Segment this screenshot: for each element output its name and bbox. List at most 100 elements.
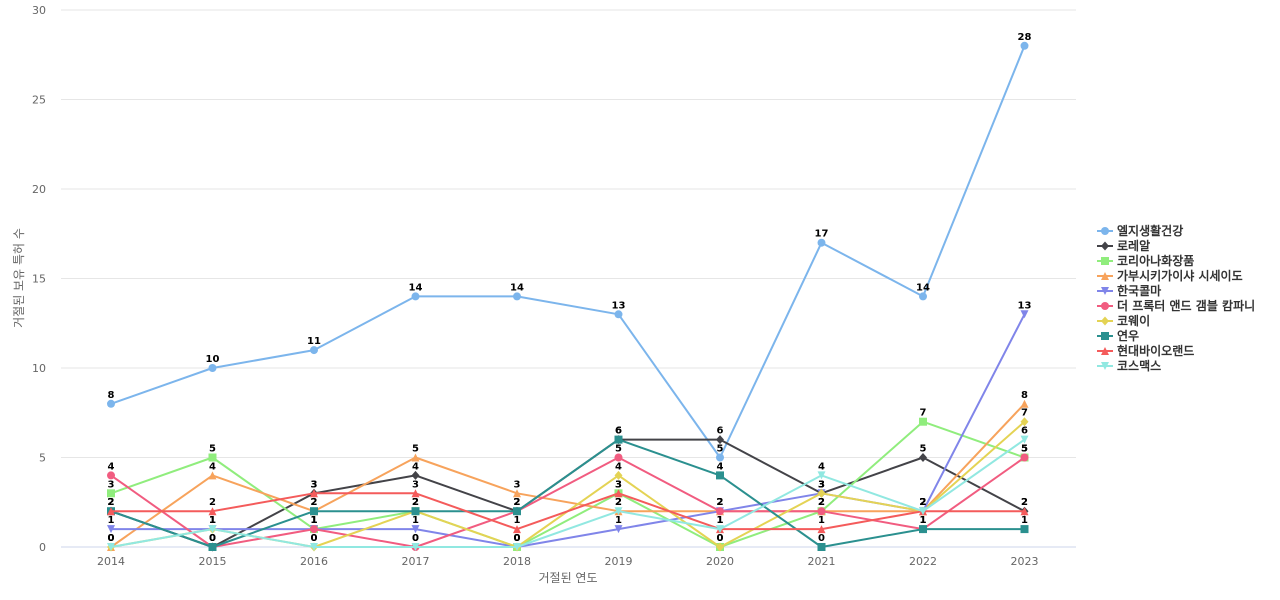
series-line[interactable] xyxy=(110,492,1026,531)
data-point[interactable] xyxy=(614,310,623,319)
data-point[interactable] xyxy=(817,471,826,480)
series-line[interactable] xyxy=(110,438,1026,548)
data-point[interactable] xyxy=(716,525,724,534)
data-point[interactable] xyxy=(614,489,623,498)
data-label: 3 xyxy=(412,479,419,490)
data-point[interactable] xyxy=(107,543,115,551)
series-line[interactable] xyxy=(110,438,1026,548)
data-point[interactable] xyxy=(107,399,115,408)
data-point[interactable] xyxy=(716,435,724,445)
data-point[interactable] xyxy=(208,543,217,551)
data-label: 0 xyxy=(108,533,115,544)
data-label: 0 xyxy=(717,533,724,544)
data-point[interactable] xyxy=(716,471,724,480)
legend-item[interactable]: 코스맥스 xyxy=(1097,358,1161,373)
data-point[interactable] xyxy=(1020,41,1029,50)
data-label: 3 xyxy=(818,479,825,490)
data-point[interactable] xyxy=(817,525,826,534)
data-label: 2 xyxy=(514,497,521,508)
legend-item[interactable]: 현대바이오랜드 xyxy=(1097,343,1194,358)
data-point[interactable] xyxy=(716,453,724,462)
data-point[interactable] xyxy=(817,507,826,516)
data-point[interactable] xyxy=(919,525,927,534)
data-label: 2 xyxy=(615,497,622,508)
data-point[interactable] xyxy=(919,507,927,516)
data-point[interactable] xyxy=(208,507,217,516)
data-point[interactable] xyxy=(411,507,420,516)
legend-item[interactable]: 코리아나화장품 xyxy=(1097,253,1194,268)
legend-marker xyxy=(1101,362,1109,370)
data-point[interactable] xyxy=(919,453,927,462)
data-point[interactable] xyxy=(513,543,521,551)
series-1[interactable] xyxy=(107,41,1029,462)
data-point[interactable] xyxy=(1020,399,1029,408)
data-point[interactable] xyxy=(1020,525,1029,534)
series-line[interactable] xyxy=(110,44,1026,459)
y-tick-label: 15 xyxy=(32,273,46,286)
data-point[interactable] xyxy=(817,543,826,551)
data-point[interactable] xyxy=(513,292,521,301)
series-line[interactable] xyxy=(110,402,1026,548)
data-point[interactable] xyxy=(411,543,420,551)
data-point[interactable] xyxy=(614,525,623,534)
data-point[interactable] xyxy=(614,453,623,462)
legend-item[interactable]: 한국콜마 xyxy=(1097,283,1161,298)
legend-label: 가부시키가이샤 시세이도 xyxy=(1117,268,1243,283)
data-label: 14 xyxy=(916,282,930,293)
data-point[interactable] xyxy=(310,525,318,534)
legend-item[interactable]: 로레알 xyxy=(1097,238,1150,253)
data-point[interactable] xyxy=(1020,310,1029,319)
data-point[interactable] xyxy=(310,507,318,516)
data-point[interactable] xyxy=(411,453,420,462)
data-point[interactable] xyxy=(817,238,826,247)
data-point[interactable] xyxy=(208,525,217,534)
data-point[interactable] xyxy=(1020,507,1029,516)
data-point[interactable] xyxy=(107,525,115,534)
data-point[interactable] xyxy=(614,470,623,480)
data-point[interactable] xyxy=(716,542,724,552)
data-point[interactable] xyxy=(614,507,623,516)
data-point[interactable] xyxy=(208,364,217,372)
series-10[interactable] xyxy=(107,435,1029,551)
data-point[interactable] xyxy=(107,489,115,498)
data-point[interactable] xyxy=(513,525,521,534)
data-point[interactable] xyxy=(310,346,318,355)
data-point[interactable] xyxy=(513,507,521,516)
data-point[interactable] xyxy=(107,507,115,516)
data-point[interactable] xyxy=(1020,417,1029,427)
series-line[interactable] xyxy=(110,438,1026,548)
data-label: 1 xyxy=(209,515,216,526)
data-label: 2 xyxy=(818,497,825,508)
data-point[interactable] xyxy=(513,489,521,498)
x-tick-label: 2015 xyxy=(199,555,227,568)
data-point[interactable] xyxy=(919,417,927,426)
data-point[interactable] xyxy=(919,292,927,301)
legend-item[interactable]: 엘지생활건강 xyxy=(1097,223,1183,238)
data-label: 5 xyxy=(412,444,419,455)
data-point[interactable] xyxy=(1020,435,1029,444)
data-label: 5 xyxy=(1021,444,1028,455)
x-tick-label: 2018 xyxy=(503,555,531,568)
legend-item[interactable]: 가부시키가이샤 시세이도 xyxy=(1097,268,1243,283)
data-point[interactable] xyxy=(107,471,115,480)
legend-item[interactable]: 연우 xyxy=(1097,328,1139,343)
data-point[interactable] xyxy=(411,292,420,301)
series-5[interactable] xyxy=(107,310,1029,551)
data-point[interactable] xyxy=(208,471,217,480)
data-point[interactable] xyxy=(614,435,623,444)
data-point[interactable] xyxy=(411,470,420,480)
legend-item[interactable]: 코웨이 xyxy=(1097,313,1150,328)
legend-item[interactable]: 더 프록터 앤드 갬블 캄파니 xyxy=(1097,298,1255,313)
data-point[interactable] xyxy=(716,507,724,516)
series-8[interactable] xyxy=(107,435,1029,551)
data-label: 6 xyxy=(615,426,622,437)
data-point[interactable] xyxy=(1020,453,1029,462)
data-point[interactable] xyxy=(310,543,318,551)
data-point[interactable] xyxy=(411,489,420,498)
data-point[interactable] xyxy=(411,525,420,534)
data-point[interactable] xyxy=(208,453,217,462)
data-point[interactable] xyxy=(310,489,318,498)
data-point[interactable] xyxy=(817,488,826,498)
data-label: 3 xyxy=(311,479,318,490)
